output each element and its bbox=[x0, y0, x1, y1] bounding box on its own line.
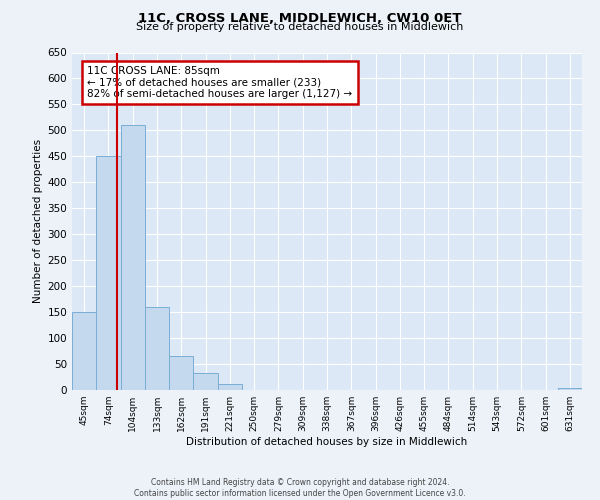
Bar bbox=[121, 125, 145, 390]
Bar bbox=[145, 307, 169, 390]
Bar bbox=[169, 356, 193, 390]
Text: Size of property relative to detached houses in Middlewich: Size of property relative to detached ho… bbox=[136, 22, 464, 32]
X-axis label: Distribution of detached houses by size in Middlewich: Distribution of detached houses by size … bbox=[187, 437, 467, 447]
Y-axis label: Number of detached properties: Number of detached properties bbox=[33, 139, 43, 304]
Bar bbox=[558, 388, 582, 390]
Bar bbox=[218, 384, 242, 390]
Bar bbox=[72, 312, 96, 390]
Bar bbox=[193, 374, 218, 390]
Text: 11C, CROSS LANE, MIDDLEWICH, CW10 0ET: 11C, CROSS LANE, MIDDLEWICH, CW10 0ET bbox=[138, 12, 462, 26]
Bar bbox=[96, 156, 121, 390]
Text: Contains HM Land Registry data © Crown copyright and database right 2024.
Contai: Contains HM Land Registry data © Crown c… bbox=[134, 478, 466, 498]
Text: 11C CROSS LANE: 85sqm
← 17% of detached houses are smaller (233)
82% of semi-det: 11C CROSS LANE: 85sqm ← 17% of detached … bbox=[88, 66, 352, 99]
